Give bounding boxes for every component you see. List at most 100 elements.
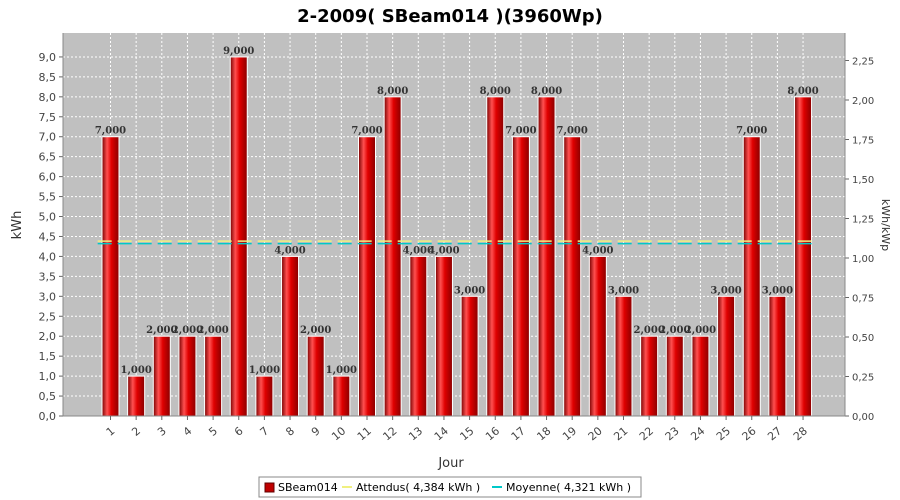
y-tick-label: 3,5 [39,270,57,283]
y-right-tick-label: 0,75 [852,293,874,304]
x-tick-label: 13 [406,424,425,443]
bar-value-label: 3,000 [608,285,639,296]
y-tick-label: 2,0 [39,330,57,343]
x-tick-label: 11 [355,424,374,443]
y-tick-label: 4,0 [39,250,57,263]
x-tick-label: 16 [483,424,502,443]
y-tick-label: 6,0 [39,171,57,184]
y-right-tick-label: 1,25 [852,214,874,225]
bar-value-label: 3,000 [710,285,741,296]
bar [768,295,787,417]
bar-value-label: 4,000 [582,245,613,256]
bar-value-label: 7,000 [95,126,126,137]
bar-value-label: 2,000 [659,325,690,336]
bar-value-label: 2,000 [685,325,716,336]
x-tick-label: 12 [380,424,399,443]
bar [794,96,813,417]
bar-value-label: 8,000 [480,86,511,97]
x-axis-title: Jour [437,456,464,471]
bar-value-label: 2,000 [146,325,177,336]
bar [204,335,223,417]
x-tick-label: 6 [232,424,246,438]
x-tick-label: 5 [206,424,220,438]
bar [409,255,428,417]
x-tick-label: 4 [181,424,195,438]
bar [563,136,582,417]
bar [434,255,453,417]
legend-box [258,476,642,498]
bar [127,375,146,417]
bar-value-label: 7,000 [505,126,536,137]
plot-area: 0,0 0,5 1,0 1,5 2,0 2,5 3,0 3,5 4,0 4,5 5,0 5,5 6,0 6… [39,33,874,443]
bar [537,96,556,417]
bar [742,136,761,417]
bar-value-label: 7,000 [736,126,767,137]
y-tick-label: 8,0 [39,91,57,104]
x-tick-label: 22 [637,424,656,443]
bar [460,295,479,417]
bar [358,136,376,417]
x-tick-label: 21 [611,424,630,443]
bar-value-label: 3,000 [762,285,793,296]
y-tick-label: 5,5 [39,191,57,204]
bar-value-label: 7,000 [351,126,382,137]
bar-value-label: 2,000 [633,325,664,336]
y-right-tick-label: 1,00 [852,254,874,265]
bar [152,335,171,417]
bar [588,255,607,417]
bar [486,96,505,417]
y-right-tick-label: 1,75 [852,135,874,146]
y-tick-label: 6,5 [39,151,57,164]
bar-value-label: 1,000 [326,365,357,376]
bar-value-label: 8,000 [787,86,818,97]
bar [178,335,197,417]
x-tick-label: 7 [258,424,272,438]
y-right-tick-label: 2,25 [852,56,874,67]
bar-value-label: 4,000 [274,245,305,256]
y-tick-label: 2,5 [39,310,57,323]
y-right-tick-label: 0,50 [852,333,874,344]
bar [229,56,248,417]
legend-swatch-sbeam [264,482,275,493]
x-tick-label: 14 [432,424,451,443]
x-tick-label: 2 [129,424,143,438]
y-right-tick-label: 2,00 [852,96,874,107]
x-tick-label: 23 [663,424,682,443]
bar [665,335,684,417]
legend-label-average: Moyenne( 4,321 kWh ) [506,481,631,494]
y-tick-label: 4,5 [39,230,57,243]
y-right-tick-label: 0,00 [852,412,874,423]
y-tick-label: 1,5 [39,350,57,363]
x-tick-label: 3 [155,424,169,438]
y-tick-label: 0,0 [39,410,57,423]
x-tick-label: 8 [283,424,297,438]
x-tick-label: 27 [765,424,784,443]
x-tick-label: 19 [560,424,579,443]
y-tick-label: 1,0 [39,370,57,383]
legend-label-expected: Attendus( 4,384 kWh ) [356,481,480,494]
y-tick-label: 3,0 [39,290,57,303]
bar [717,295,736,417]
x-tick-label: 24 [688,424,707,443]
y-tick-label: 9,0 [39,51,57,64]
bar-value-label: 2,000 [300,325,331,336]
y-tick-label: 0,5 [39,390,57,403]
bar [640,335,659,417]
y-right-tick-label: 1,50 [852,175,874,186]
bar [383,96,402,417]
x-tick-label: 17 [509,424,528,443]
bar-value-label: 9,000 [223,46,254,57]
bar [101,136,120,417]
bar [614,295,633,417]
y-right-tick-label: 0,25 [852,372,874,383]
x-tick-label: 9 [309,424,323,438]
x-tick-label: 26 [740,424,759,443]
y-axis-right-title: kWh/kWp [879,199,892,251]
y-tick-label: 7,0 [39,131,57,144]
x-tick-label: 10 [329,424,348,443]
chart-title: 2-2009( SBeam014 )(3960Wp) [297,6,603,27]
x-tick-label: 18 [534,424,553,443]
legend: SBeam014 Attendus( 4,384 kWh ) Moyenne( … [258,476,642,498]
bar-value-label: 8,000 [377,86,408,97]
x-tick-label: 1 [104,424,118,438]
